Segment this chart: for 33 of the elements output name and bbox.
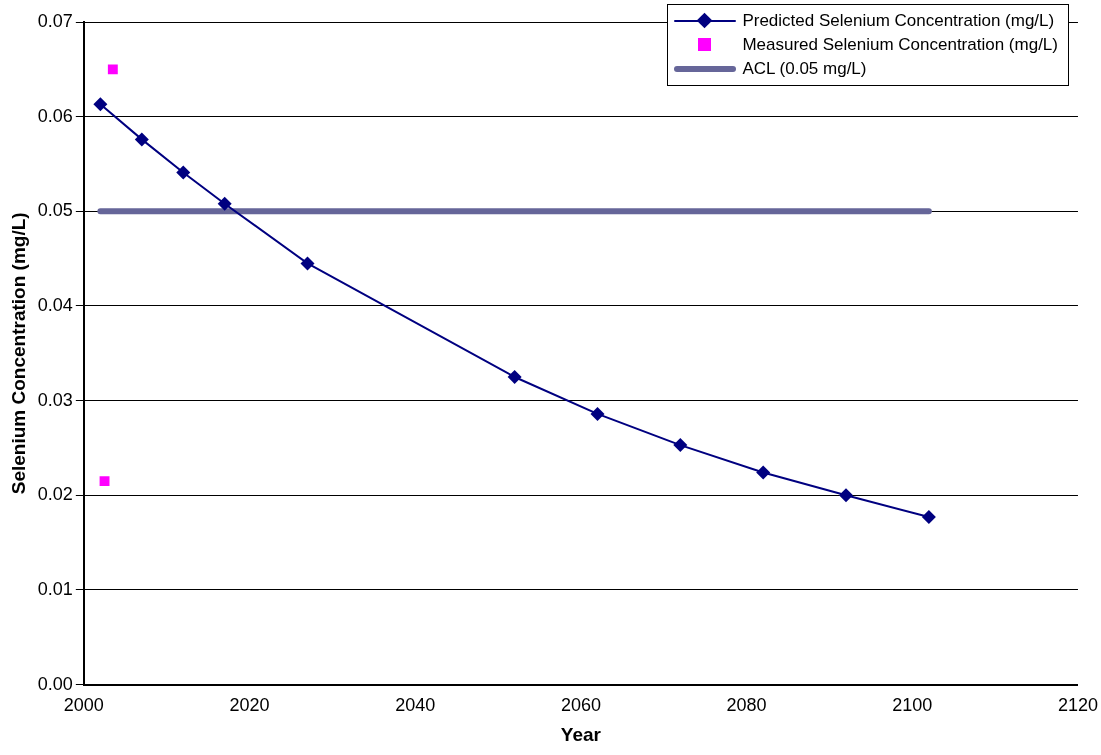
point xyxy=(590,406,605,421)
point xyxy=(839,488,854,503)
x-tick-label: 2080 xyxy=(726,695,767,716)
point xyxy=(107,64,118,75)
point xyxy=(93,97,108,112)
point xyxy=(921,510,936,525)
y-tick-label: 0.03 xyxy=(37,389,73,410)
point xyxy=(673,438,688,453)
x-tick-label: 2000 xyxy=(63,695,104,716)
point xyxy=(176,165,191,180)
point xyxy=(99,476,110,487)
y-tick-label: 0.02 xyxy=(37,484,73,505)
x-tick-label: 2040 xyxy=(395,695,436,716)
y-tick-label: 0.07 xyxy=(37,10,73,31)
y-tick-label: 0.00 xyxy=(37,673,73,694)
y-tick-label: 0.01 xyxy=(37,578,73,599)
y-tick-label: 0.05 xyxy=(37,200,73,221)
x-tick-label: 2120 xyxy=(1057,695,1098,716)
x-tick-label: 2100 xyxy=(892,695,933,716)
point xyxy=(134,132,149,147)
y-axis-title: Selenium Concentration (mg/L) xyxy=(7,212,29,495)
legend-label: Predicted Selenium Concentration (mg/L) xyxy=(742,11,1055,31)
point xyxy=(300,256,315,271)
x-tick-label: 2020 xyxy=(229,695,270,716)
legend-label: ACL (0.05 mg/L) xyxy=(742,59,867,79)
y-tick-label: 0.06 xyxy=(37,105,73,126)
y-tick-label: 0.04 xyxy=(37,294,73,315)
x-axis-title: Year xyxy=(560,723,602,745)
point xyxy=(507,369,522,384)
x-tick-label: 2060 xyxy=(560,695,601,716)
point xyxy=(756,465,771,480)
point xyxy=(217,196,232,211)
legend-label: Measured Selenium Concentration (mg/L) xyxy=(742,35,1058,55)
